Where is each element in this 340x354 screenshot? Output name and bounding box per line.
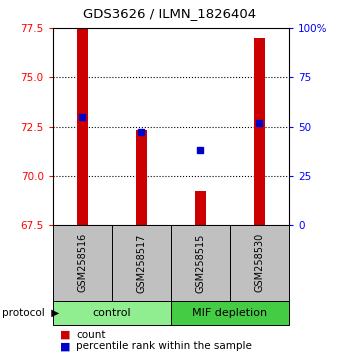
Text: protocol  ▶: protocol ▶ bbox=[2, 308, 59, 318]
Text: GSM258515: GSM258515 bbox=[195, 233, 205, 292]
Bar bbox=[77, 28, 88, 225]
Text: GDS3626 / ILMN_1826404: GDS3626 / ILMN_1826404 bbox=[83, 7, 257, 20]
Text: ■: ■ bbox=[59, 330, 70, 339]
Text: percentile rank within the sample: percentile rank within the sample bbox=[76, 341, 252, 351]
Text: control: control bbox=[92, 308, 131, 318]
Text: GSM258516: GSM258516 bbox=[77, 233, 87, 292]
Text: MIF depletion: MIF depletion bbox=[192, 308, 268, 318]
Text: ■: ■ bbox=[59, 341, 70, 351]
Bar bbox=[136, 131, 147, 225]
Bar bbox=[254, 38, 265, 225]
Text: count: count bbox=[76, 330, 106, 339]
Bar bbox=[195, 192, 206, 225]
Text: GSM258530: GSM258530 bbox=[254, 233, 265, 292]
Text: GSM258517: GSM258517 bbox=[136, 233, 146, 292]
